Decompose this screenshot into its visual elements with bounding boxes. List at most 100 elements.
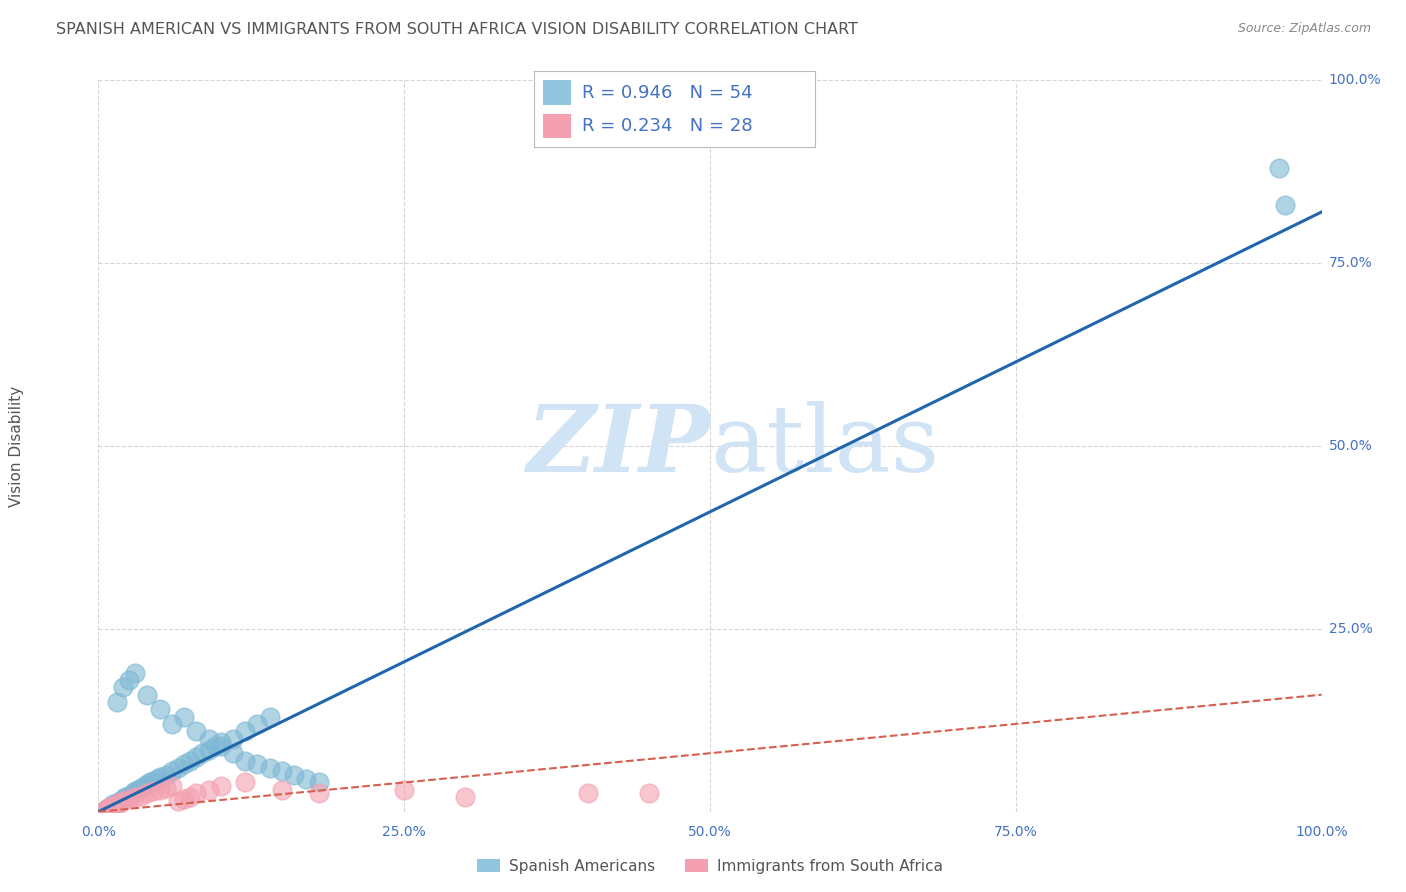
Point [308,787,330,801]
Point [576,787,599,801]
Point [136,787,159,801]
Text: 25.0%: 25.0% [1329,622,1372,636]
Point [233,775,256,789]
Point [209,735,232,749]
Point [124,790,146,805]
Point [136,777,159,791]
Point [209,779,232,793]
Text: 50.0%: 50.0% [1329,439,1372,453]
Legend: Spanish Americans, Immigrants from South Africa: Spanish Americans, Immigrants from South… [471,853,949,880]
Point [124,665,146,680]
Point [149,782,172,797]
Point [637,787,661,801]
Point [246,757,269,772]
Point [270,764,294,779]
Point [246,717,269,731]
Point [197,782,219,797]
Text: 75.0%: 75.0% [1329,256,1372,270]
Point [209,739,232,753]
Point [186,787,208,801]
Point [295,772,318,786]
Point [160,717,183,731]
Point [155,768,177,782]
Point [173,757,195,772]
Point [179,754,201,768]
Point [139,775,162,789]
Text: R = 0.234   N = 28: R = 0.234 N = 28 [582,117,752,135]
Point [197,731,219,746]
Point [160,764,183,779]
Point [93,803,115,817]
Point [111,791,134,805]
Point [308,775,330,789]
FancyBboxPatch shape [543,80,571,104]
Point [173,791,195,805]
Point [97,801,120,815]
Point [167,761,190,775]
Point [111,794,134,808]
Point [270,782,294,797]
Point [110,796,132,810]
Point [259,761,281,775]
Text: 75.0%: 75.0% [994,825,1038,839]
Point [173,709,195,723]
Text: SPANISH AMERICAN VS IMMIGRANTS FROM SOUTH AFRICA VISION DISABILITY CORRELATION C: SPANISH AMERICAN VS IMMIGRANTS FROM SOUT… [56,22,858,37]
Point [149,702,172,716]
Point [110,794,132,808]
Text: ZIP: ZIP [526,401,710,491]
Point [118,789,141,803]
Point [121,787,143,801]
Point [136,688,159,702]
Point [454,790,477,805]
Text: R = 0.946   N = 54: R = 0.946 N = 54 [582,84,752,102]
Text: atlas: atlas [710,401,939,491]
Point [160,779,183,793]
Point [118,791,141,805]
Point [1274,197,1296,211]
Point [134,779,156,793]
FancyBboxPatch shape [543,114,571,138]
Point [283,768,305,782]
Point [97,801,120,815]
Point [114,790,136,805]
Point [100,798,122,813]
Point [105,797,128,812]
Point [149,770,172,784]
Point [101,798,124,813]
Point [129,781,152,796]
Point [186,724,208,739]
Point [1268,161,1291,175]
Point [155,781,177,796]
Text: 25.0%: 25.0% [382,825,426,839]
Text: 0.0%: 0.0% [82,825,115,839]
Point [259,709,281,723]
Point [233,724,256,739]
Text: 50.0%: 50.0% [688,825,733,839]
Point [222,731,245,746]
Point [111,681,134,695]
Point [118,673,141,687]
Point [101,797,124,812]
Point [105,695,128,709]
Point [204,739,226,753]
Point [191,746,214,760]
Point [392,782,416,797]
Point [127,782,149,797]
Point [93,803,115,817]
Point [100,799,122,814]
Text: 100.0%: 100.0% [1295,825,1348,839]
Text: Vision Disability: Vision Disability [10,385,24,507]
Text: 100.0%: 100.0% [1329,73,1381,87]
Point [142,774,165,789]
Point [142,784,165,798]
Point [146,772,169,786]
Point [186,749,208,764]
Point [179,790,201,805]
Text: Source: ZipAtlas.com: Source: ZipAtlas.com [1237,22,1371,36]
Point [105,796,128,810]
Point [197,742,219,756]
Point [124,784,146,798]
Point [129,789,152,803]
Point [222,746,245,760]
Point [167,794,190,808]
